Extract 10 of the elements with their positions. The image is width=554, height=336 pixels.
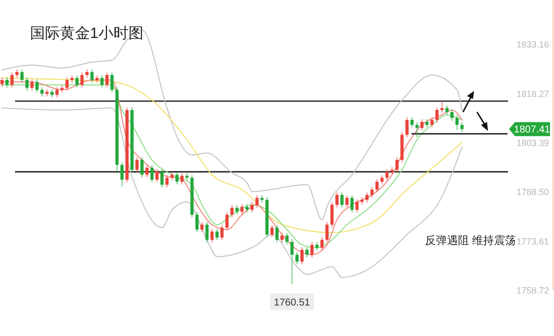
text: 1760.51 bbox=[274, 298, 311, 309]
text: 1807.41 bbox=[514, 124, 551, 136]
y-tick-label: 1833.16 bbox=[516, 40, 549, 50]
text: 国际黄金1小时图 bbox=[30, 25, 144, 42]
y-tick-label: 1758.72 bbox=[516, 286, 549, 296]
y-tick-label: 1818.27 bbox=[516, 88, 549, 99]
y-tick-label: 1788.50 bbox=[516, 187, 549, 198]
annotation: 反弹遇阻 维持震荡 bbox=[425, 234, 516, 247]
y-tick-label: 1773.61 bbox=[516, 236, 549, 246]
y-tick-label: 1803.39 bbox=[516, 138, 549, 148]
